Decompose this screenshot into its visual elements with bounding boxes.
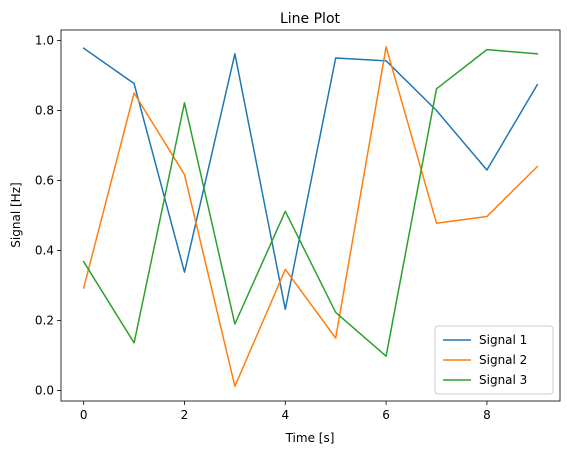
y-tick-label: 1.0 xyxy=(35,34,54,48)
y-tick-label: 0.0 xyxy=(35,384,54,398)
x-tick-label: 2 xyxy=(181,408,189,422)
y-tick-label: 0.4 xyxy=(35,244,54,258)
x-axis-label: Time [s] xyxy=(285,431,335,445)
legend: Signal 1 Signal 2 Signal 3 xyxy=(434,325,554,395)
legend-label-3: Signal 3 xyxy=(479,373,527,387)
series-line-2 xyxy=(82,46,539,388)
y-tick-label: 0.8 xyxy=(35,104,54,118)
y-axis: 0.0 0.2 0.4 0.6 0.8 1.0 xyxy=(35,34,61,398)
y-tick-label: 0.6 xyxy=(35,174,54,188)
series-line-1 xyxy=(82,47,539,311)
legend-label-1: Signal 1 xyxy=(479,333,527,347)
x-tick-label: 8 xyxy=(483,408,491,422)
x-tick-label: 6 xyxy=(382,408,390,422)
plot-frame xyxy=(60,29,561,402)
plot-lines xyxy=(82,46,539,388)
x-tick-label: 4 xyxy=(281,408,289,422)
y-axis-label: Signal [Hz] xyxy=(9,182,23,247)
x-axis: 0 2 4 6 8 xyxy=(80,401,491,422)
y-tick-label: 0.2 xyxy=(35,314,54,328)
series-line-3 xyxy=(82,48,539,357)
legend-label-2: Signal 2 xyxy=(479,353,527,367)
chart-title: Line Plot xyxy=(280,11,341,27)
legend-box xyxy=(434,325,554,395)
x-tick-label: 0 xyxy=(80,408,88,422)
